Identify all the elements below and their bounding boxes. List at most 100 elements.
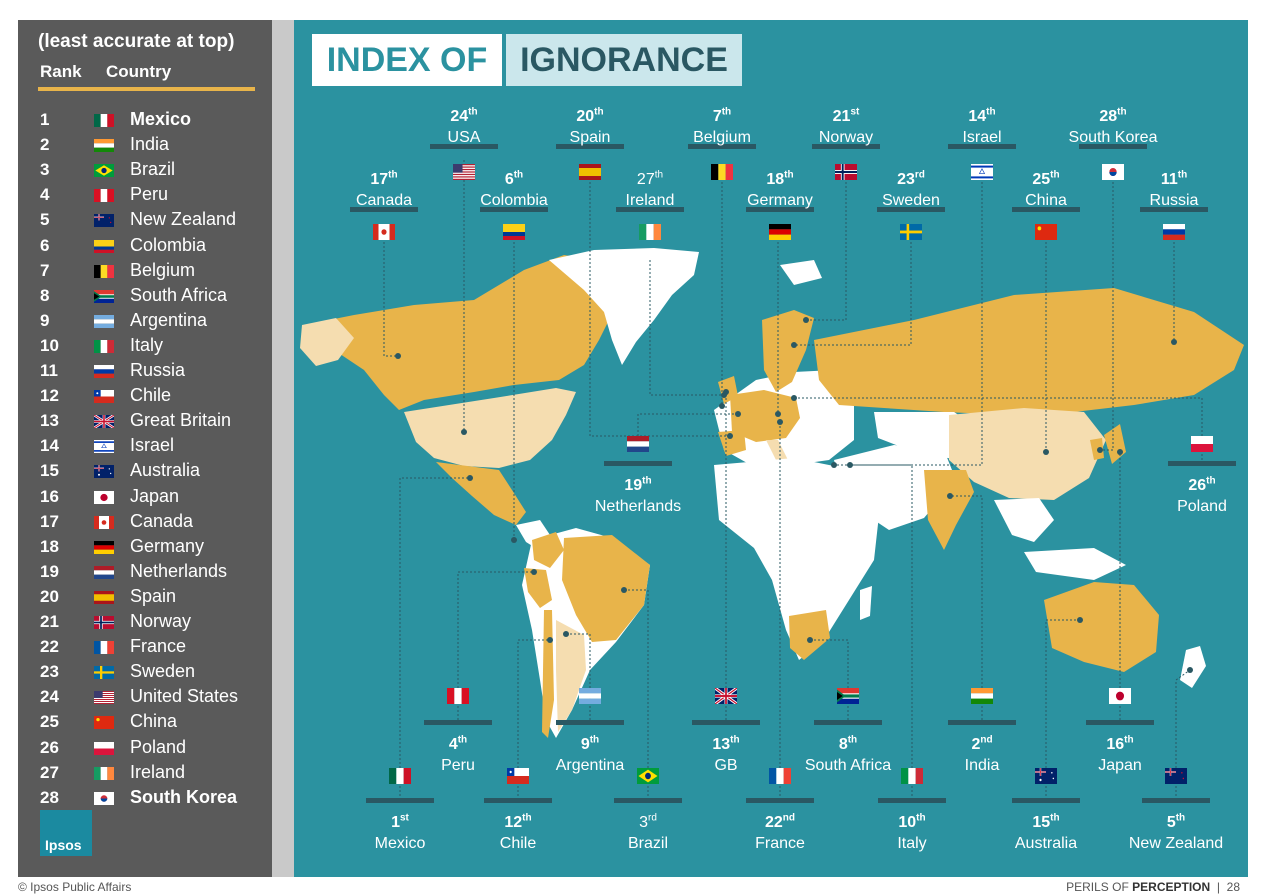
map-label-rank: 26th (1188, 476, 1216, 495)
rank-number: 12 (40, 386, 59, 406)
country-name: Russia (130, 360, 186, 380)
world-map-panel: INDEX OF IGNORANCE 24th USA 20th Spain 7th Be… (294, 20, 1248, 877)
cn-flag-icon (1035, 224, 1057, 240)
label-bar (1142, 798, 1210, 803)
map-label-china: 25th China (986, 165, 1106, 211)
scandinavia-shape (762, 310, 814, 392)
ranking-row: 14 Israel (18, 434, 272, 459)
no-flag-icon (94, 616, 114, 629)
map-label-rank: 23rd (897, 170, 925, 189)
map-label-rank: 16th (1106, 735, 1134, 754)
map-label-rank: 25th (1032, 170, 1060, 189)
leader-norway (806, 170, 847, 321)
country-column-header: Country (106, 62, 172, 81)
country-name: Israel (130, 435, 175, 456)
country-name: Poland (130, 736, 187, 757)
map-label-name: Spain (569, 129, 611, 147)
ranking-row: 9 Argentina (18, 309, 272, 334)
mx-flag-icon (94, 114, 114, 127)
rank-number: 28 (40, 787, 59, 807)
map-label-belgium: 7th Belgium (662, 102, 782, 148)
rank-number: 19 (40, 561, 59, 581)
rank-number: 3 (40, 160, 50, 180)
leader-south-korea (1100, 170, 1114, 451)
ranking-row: 12 Chile (18, 384, 272, 409)
country-name: Colombia (130, 234, 207, 255)
footer-perils: PERILS OF PERCEPTION | 28 (1066, 880, 1240, 894)
map-label-rank: 13th (712, 735, 740, 754)
map-label-rank: 28th (1099, 107, 1127, 126)
label-bar (814, 720, 882, 725)
ranking-row: 7 Belgium (18, 259, 272, 284)
map-label-south-korea: 28th South Korea (1053, 102, 1173, 148)
map-label-name: South Africa (804, 757, 892, 775)
label-bar (424, 720, 492, 725)
country-name: Germany (130, 535, 205, 556)
peru-shape (524, 568, 552, 608)
country-name: New Zealand (130, 209, 237, 230)
cn-flag-icon (94, 716, 114, 730)
label-bar (614, 798, 682, 803)
map-label-rank: 24th (450, 107, 478, 126)
map-label-name: Germany (747, 192, 813, 210)
leader-new-zealand (1175, 669, 1191, 800)
br-flag-icon (94, 164, 114, 178)
map-label-name: Belgium (693, 129, 751, 147)
title-index-of: INDEX OF (312, 34, 502, 86)
leader-brazil (624, 589, 649, 800)
label-bar (878, 798, 946, 803)
cl-flag-icon (507, 768, 529, 784)
map-label-name: South Korea (1068, 129, 1158, 147)
russia-shape (814, 288, 1244, 415)
ranking-row: 19 Netherlands (18, 560, 272, 585)
rank-number: 20 (40, 586, 59, 606)
map-label-canada: 17th Canada (324, 165, 444, 211)
in-flag-icon (94, 139, 114, 153)
map-label-name: France (755, 835, 805, 853)
rank-number: 5 (40, 210, 50, 230)
country-name: Netherlands (130, 560, 228, 581)
rank-number: 16 (40, 486, 59, 506)
nl-flag-icon (94, 565, 114, 579)
map-label-rank: 8th (838, 735, 858, 754)
rank-number: 23 (40, 662, 59, 682)
map-label-name: Australia (1014, 835, 1078, 853)
map-label-mexico: 1st Mexico (340, 808, 460, 854)
rank-number: 4 (40, 185, 50, 205)
ar-flag-icon (579, 688, 601, 704)
kr-flag-icon (94, 791, 114, 805)
br-flag-icon (637, 768, 659, 784)
no-flag-icon (835, 164, 857, 180)
map-label-name: Peru (441, 757, 475, 775)
in-flag-icon (971, 688, 993, 704)
map-label-rank: 12th (504, 813, 532, 832)
pe-flag-icon (447, 688, 469, 704)
ca-flag-icon (94, 515, 114, 529)
map-label-australia: 15th Australia (986, 808, 1106, 854)
map-label-name: Chile (499, 835, 537, 853)
map-label-brazil: 3rd Brazil (588, 808, 708, 854)
ranking-row: 24 United States (18, 685, 272, 710)
country-name: South Africa (130, 284, 228, 305)
map-label-spain: 20th Spain (530, 102, 650, 148)
au-flag-icon (94, 465, 114, 479)
se-flag-icon (94, 666, 114, 680)
rank-number: 11 (40, 361, 58, 380)
rank-number: 1 (40, 110, 50, 129)
map-label-name: USA (447, 129, 481, 147)
madagascar-shape (860, 586, 872, 620)
map-label-france: 22nd France (720, 808, 840, 854)
leader-spain (589, 170, 730, 437)
map-label-rank: 20th (576, 107, 604, 126)
map-label-new-zealand: 5th New Zealand (1116, 808, 1236, 854)
map-label-rank: 22nd (764, 813, 795, 832)
map-label-norway: 21st Norway (786, 102, 906, 148)
southeast-asia-shape (994, 498, 1054, 542)
il-flag-icon (94, 440, 114, 454)
country-name: United States (130, 686, 239, 707)
nz-flag-icon (1165, 768, 1187, 784)
leader-netherlands (637, 413, 738, 440)
cl-flag-icon (94, 390, 114, 404)
leader-dots (395, 317, 1193, 673)
country-name: Chile (130, 385, 172, 406)
